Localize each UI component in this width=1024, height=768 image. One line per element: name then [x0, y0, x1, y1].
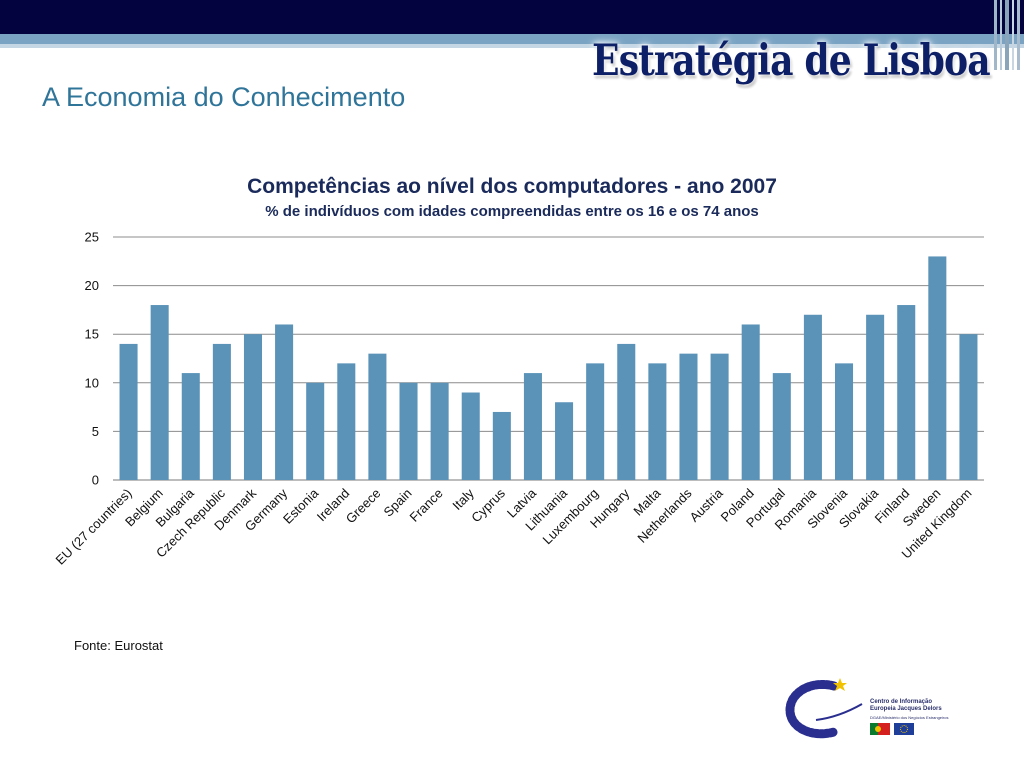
y-tick-label: 10 [85, 375, 99, 390]
chart-title: Competências ao nível dos computadores -… [247, 175, 777, 198]
bar [586, 363, 605, 480]
bar [897, 305, 916, 480]
grid-lines [113, 236, 984, 481]
slide-title: A Economia do Conhecimento [42, 82, 406, 112]
bar [243, 334, 263, 480]
bar-chart: Competências ao nível dos computadores -… [53, 175, 984, 568]
y-tick-label: 0 [92, 473, 99, 488]
bar [710, 353, 729, 480]
x-tick-label: Greece [343, 486, 384, 527]
cied-logo: Centro de Informação Europeia Jacques De… [782, 674, 982, 744]
bar [212, 343, 231, 480]
bar [555, 402, 574, 480]
corner-decoration [994, 0, 1020, 70]
flags-icon [870, 723, 914, 735]
bar [523, 373, 542, 480]
bar [772, 373, 791, 480]
x-tick-label: France [407, 486, 446, 525]
bars [119, 256, 978, 480]
header-stripe-light [0, 44, 1024, 48]
brand-title: Estratégia de Lisboa [592, 36, 991, 86]
header-stripe [0, 34, 1024, 44]
y-tick-label: 20 [85, 278, 99, 293]
bar [181, 373, 200, 480]
bar [928, 256, 947, 480]
bar [617, 343, 636, 480]
y-tick-label: 15 [85, 327, 99, 342]
x-tick-label: Estonia [280, 485, 322, 527]
x-tick-label: Austria [686, 485, 726, 525]
source-note: Fonte: Eurostat [74, 638, 163, 653]
chart-subtitle: % de indivíduos com idades compreendidas… [265, 203, 759, 220]
logo-line-2: Europeia Jacques Delors [870, 706, 942, 712]
bar [679, 353, 698, 480]
bar [959, 334, 978, 480]
bar [399, 382, 418, 480]
logo-emblem-icon [785, 678, 863, 739]
bar [492, 411, 511, 480]
bar [150, 305, 169, 480]
bar [368, 353, 387, 480]
bar [430, 382, 449, 480]
bar [803, 314, 822, 480]
bar [866, 314, 885, 480]
y-axis: 0 5 10 15 20 25 [85, 230, 99, 488]
header-bar [0, 0, 1024, 34]
bar [275, 324, 294, 480]
y-tick-label: 5 [92, 424, 99, 439]
x-tick-label: EU (27 countries) [53, 486, 135, 568]
logo-line-1: Centro de Informação [870, 699, 933, 705]
bar [834, 363, 854, 480]
x-tick-label: Cyprus [468, 485, 508, 525]
bar [741, 324, 760, 480]
bar [461, 392, 480, 480]
y-tick-label: 25 [85, 230, 99, 245]
bar [119, 343, 138, 480]
bar [306, 382, 325, 480]
logo-line-3: DGAE/Ministério dos Negócios Estrangeiro… [870, 715, 949, 720]
bar [648, 363, 667, 480]
bar [337, 363, 356, 480]
